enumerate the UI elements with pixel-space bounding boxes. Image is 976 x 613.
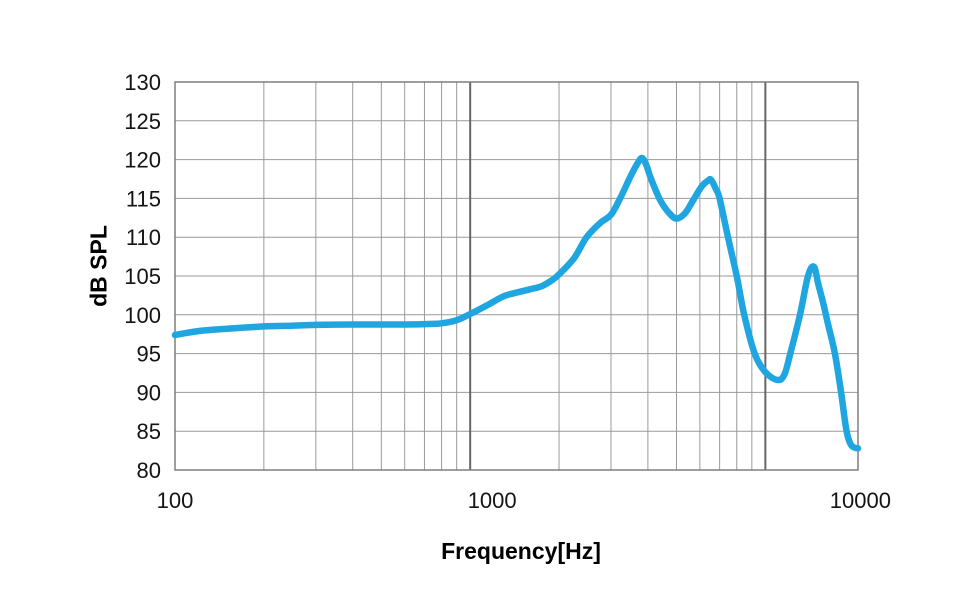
y-tick-label: 100 xyxy=(124,303,161,328)
y-tick-label: 115 xyxy=(126,186,161,211)
x-axis-title: Frequency[Hz] xyxy=(441,538,601,564)
y-tick-label: 95 xyxy=(137,342,161,367)
y-tick-label: 130 xyxy=(124,70,161,95)
y-tick-label: 110 xyxy=(126,225,161,250)
y-tick-label: 120 xyxy=(124,148,161,173)
x-tick-label: 1000 xyxy=(468,488,517,513)
y-tick-label: 85 xyxy=(137,419,161,444)
y-tick-label: 80 xyxy=(137,458,161,483)
y-tick-label: 90 xyxy=(137,380,161,405)
x-tick-label: 10000 xyxy=(830,488,891,513)
y-tick-label: 125 xyxy=(124,109,161,134)
plot-frame xyxy=(174,81,859,471)
y-axis-title: dB SPL xyxy=(85,225,112,307)
response-curve xyxy=(171,154,862,452)
y-tick-label: 105 xyxy=(124,264,161,289)
x-tick-label: 100 xyxy=(157,488,194,513)
